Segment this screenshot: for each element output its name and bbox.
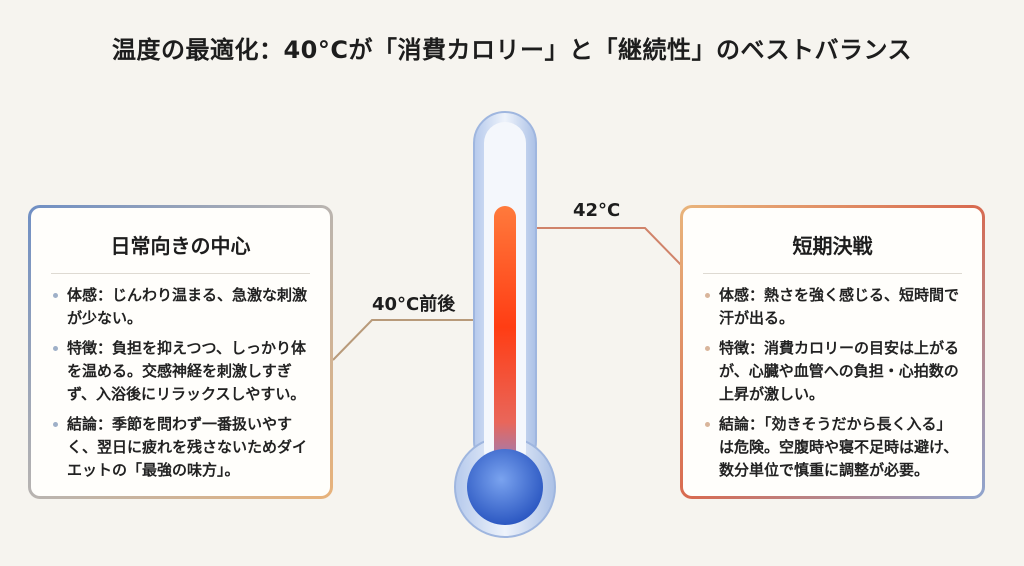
card-heading: 日常向きの中心 [51,208,310,274]
page-title: 温度の最適化：40°Cが「消費カロリー」と「継続性」のベストバランス [111,36,912,64]
list-item: 特徴：負担を抑えつつ、しっかり体を温める。交感神経を刺激しすぎず、入浴後にリラッ… [51,337,310,406]
thermometer-liquid [494,206,516,476]
connector-low [332,319,490,361]
list-item: 体感：じんわり温まる、急激な刺激が少ない。 [51,284,310,330]
label-40c: 40°C前後 [372,294,456,315]
card-heading: 短期決戦 [703,208,962,274]
list-item: 結論：季節を問わず一番扱いやすく、翌日に疲れを残さないためダイエットの「最強の味… [51,413,310,482]
card-daily: 日常向きの中心 体感：じんわり温まる、急激な刺激が少ない。 特徴：負担を抑えつつ… [28,205,333,499]
label-42c: 42°C [573,200,621,221]
connector-high [522,227,685,269]
list-item: 特徴：消費カロリーの目安は上がるが、心臓や血管への負担・心拍数の上昇が激しい。 [703,337,962,406]
list-item: 体感：熱さを強く感じる、短時間で汗が出る。 [703,284,962,330]
list-item: 結論：「効きそうだから長く入る」は危険。空腹時や寝不足時は避け、数分単位で慎重に… [703,413,962,482]
thermometer-bulb [467,449,543,525]
card-short-term: 短期決戦 体感：熱さを強く感じる、短時間で汗が出る。 特徴：消費カロリーの目安は… [680,205,985,499]
